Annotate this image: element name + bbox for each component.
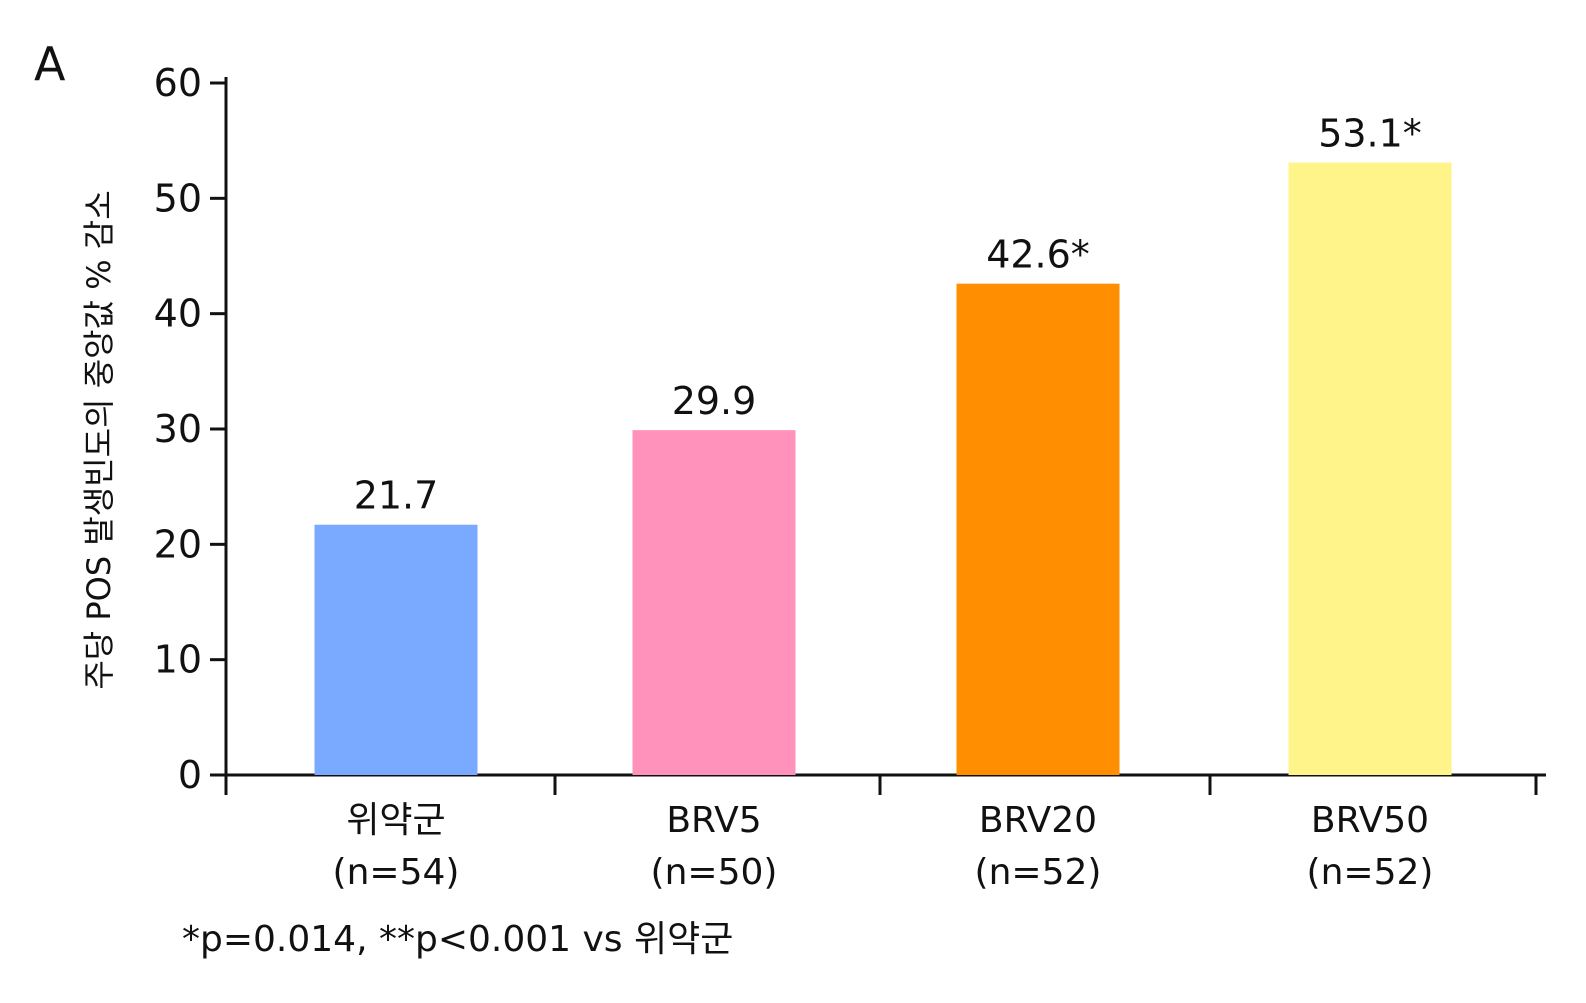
footnote: *p=0.014, **p<0.001 vs 위약군	[182, 919, 734, 960]
bar-value-label: 42.6*	[986, 233, 1090, 277]
bar-value-label: 29.9	[672, 379, 757, 423]
y-tick-label: 30	[154, 407, 202, 451]
y-axis: 0 10 20 30 40 50 60	[154, 61, 228, 797]
y-tick-label: 50	[154, 176, 202, 220]
category-label: BRV50	[1311, 800, 1429, 841]
y-tick-label: 40	[154, 292, 202, 336]
category-n-label: (n=52)	[975, 852, 1102, 893]
bar	[956, 283, 1120, 775]
category-n-label: (n=54)	[333, 852, 460, 893]
bar	[314, 524, 478, 775]
bar	[632, 430, 796, 775]
category-n-label: (n=52)	[1307, 852, 1434, 893]
bar-value-label: 21.7	[354, 474, 439, 518]
y-tick-label: 0	[178, 753, 202, 797]
x-axis: 위약군 (n=54) BRV5 (n=50) BRV20 (n=52) BRV50 (n=52…	[224, 773, 1546, 893]
bar-value-label: 53.1*	[1318, 112, 1422, 156]
category-label: BRV5	[666, 800, 761, 841]
bar	[1288, 162, 1452, 775]
y-tick-label: 60	[154, 61, 202, 105]
category-label: BRV20	[979, 800, 1097, 841]
category-n-label: (n=50)	[651, 852, 778, 893]
category-label: 위약군	[346, 800, 445, 841]
y-axis-label: 주당 POS 발생빈도의 중앙값 % 감소	[80, 190, 118, 689]
panel-label: A	[34, 37, 66, 91]
bars: 21.7 29.9 42.6* 53.1*	[314, 112, 1452, 775]
y-tick-label: 20	[154, 522, 202, 566]
y-tick-label: 10	[154, 638, 202, 682]
